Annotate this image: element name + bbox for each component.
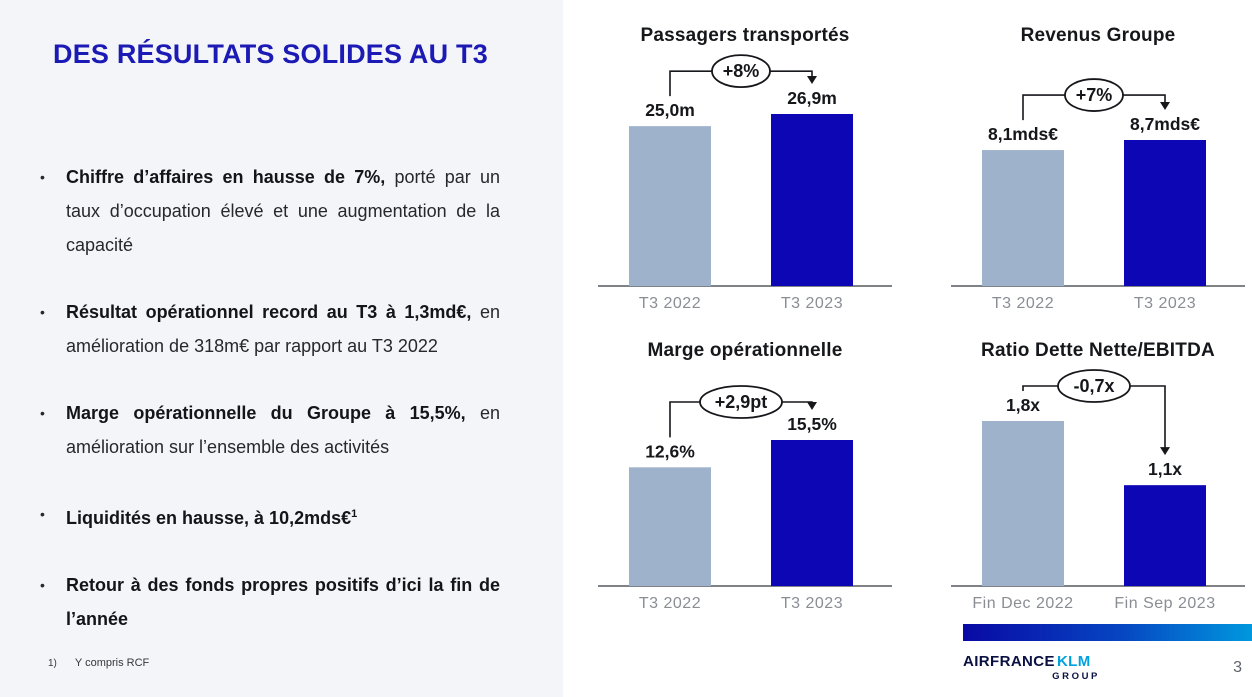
- logo-klm-text: KLM: [1056, 653, 1091, 670]
- left-panel: DES RÉSULTATS SOLIDES AU T3 Chiffre d’af…: [0, 0, 563, 697]
- chart-title: Ratio Dette Nette/EBITDA: [981, 340, 1215, 361]
- bullet-item: Retour à des fonds propres positifs d’ic…: [38, 568, 500, 636]
- delta-label: +2,9pt: [715, 392, 768, 412]
- delta-arrowhead: [807, 402, 817, 410]
- delta-badge: [1064, 78, 1124, 112]
- chart-revenues: Revenus Groupe 8,1mds€ T3 2022 8,7mds€ T3 2…: [943, 25, 1252, 316]
- bar-current: [1124, 140, 1206, 286]
- category-label: T3 2023: [781, 595, 843, 612]
- bar-value-label: 25,0m: [645, 100, 695, 120]
- chart-title: Revenus Groupe: [1020, 25, 1176, 46]
- delta-connector-left: [1022, 94, 1065, 121]
- bar-previous: [629, 126, 711, 286]
- delta-arrowhead: [1160, 447, 1170, 456]
- bar-previous: [982, 150, 1064, 286]
- delta-connector-left: [1022, 385, 1058, 391]
- chart-canvas: 1,8x Fin Dec 2022 1,1x Fin Sep 2023 -0,7x: [951, 369, 1245, 612]
- bar-previous: [982, 421, 1064, 586]
- brand-gradient-bar: [963, 624, 1252, 641]
- delta-label: +7%: [1076, 85, 1113, 105]
- airfranceklm-logo: AIRFRANCE KLM GROUP: [963, 653, 1103, 682]
- bullet-item: Liquidités en hausse, à 10,2mds€1: [38, 497, 500, 535]
- bar-value-label: 15,5%: [787, 414, 837, 434]
- logo-group-text: GROUP: [1052, 671, 1100, 682]
- delta-connector-right: [1123, 94, 1166, 103]
- bullet-list: Chiffre d’affaires en hausse de 7%, port…: [38, 160, 500, 669]
- category-label: T3 2022: [639, 595, 701, 612]
- bar-current: [771, 114, 853, 286]
- bar-current: [1124, 485, 1206, 586]
- bar-value-label: 8,1mds€: [988, 124, 1058, 144]
- bar-previous: [629, 467, 711, 586]
- delta-arrowhead: [807, 76, 817, 84]
- chart-net-debt-ebitda: Ratio Dette Nette/EBITDA 1,8x Fin Dec 202…: [943, 340, 1252, 616]
- chart-canvas: 12,6% T3 2022 15,5% T3 2023 +2,9pt: [598, 385, 892, 612]
- chart-passengers: Passagers transportés 25,0m T3 2022 26,9m T…: [590, 25, 900, 316]
- category-label: T3 2023: [1134, 295, 1196, 312]
- bar-current: [771, 440, 853, 586]
- category-label: T3 2022: [992, 295, 1054, 312]
- delta-connector-left: [669, 401, 700, 438]
- delta-connector-right: [770, 70, 813, 77]
- bar-value-label: 1,8x: [1006, 395, 1040, 415]
- logo-airfrance-text: AIRFRANCE: [963, 653, 1055, 670]
- delta-badge: [711, 54, 771, 89]
- delta-arrowhead: [1160, 102, 1170, 110]
- bar-value-label: 8,7mds€: [1130, 114, 1200, 134]
- page-number: 3: [1233, 659, 1242, 676]
- bullet-item: Résultat opérationnel record au T3 à 1,3…: [38, 295, 500, 363]
- category-label: T3 2022: [639, 295, 701, 312]
- delta-label: -0,7x: [1073, 376, 1114, 396]
- delta-badge: [699, 385, 783, 419]
- chart-title: Marge opérationnelle: [647, 340, 843, 361]
- bar-value-label: 12,6%: [645, 441, 695, 461]
- delta-badge: [1057, 369, 1131, 403]
- logo-wordmark: AIRFRANCE KLM: [963, 653, 1103, 670]
- chart-operating-margin: Marge opérationnelle 12,6% T3 2022 15,5% T3…: [590, 340, 900, 616]
- bullet-item: Marge opérationnelle du Groupe à 15,5%, …: [38, 396, 500, 464]
- category-label: T3 2023: [781, 295, 843, 312]
- page-title: DES RÉSULTATS SOLIDES AU T3: [53, 39, 488, 69]
- delta-connector-right: [1130, 385, 1166, 449]
- category-label: Fin Dec 2022: [972, 595, 1073, 612]
- chart-canvas: 8,1mds€ T3 2022 8,7mds€ T3 2023 +7%: [951, 78, 1245, 312]
- bar-value-label: 26,9m: [787, 88, 837, 108]
- delta-label: +8%: [723, 61, 760, 81]
- footnote-text: Y compris RCF: [74, 657, 150, 669]
- chart-canvas: 25,0m T3 2022 26,9m T3 2023 +8%: [598, 54, 892, 312]
- delta-connector-left: [669, 70, 712, 97]
- bullet-item: Chiffre d’affaires en hausse de 7%, port…: [38, 160, 500, 262]
- chart-title: Passagers transportés: [640, 25, 850, 46]
- footnote: 1) Y compris RCF: [48, 653, 149, 671]
- bar-value-label: 1,1x: [1148, 459, 1182, 479]
- footnote-marker: 1): [48, 658, 57, 669]
- category-label: Fin Sep 2023: [1114, 595, 1215, 612]
